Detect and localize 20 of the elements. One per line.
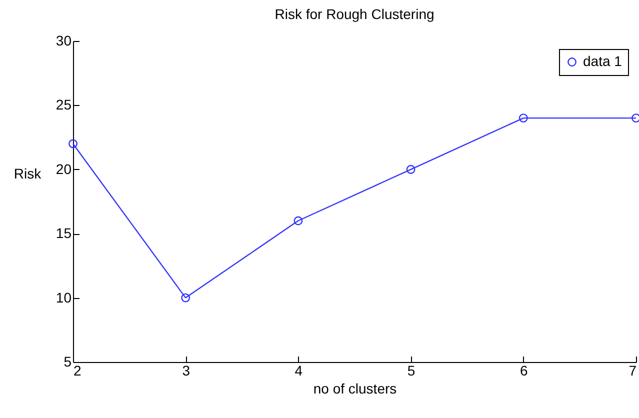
y-tick-label: 25 xyxy=(56,96,72,113)
y-tick-label: 20 xyxy=(56,160,72,177)
y-axis-title: Risk xyxy=(14,166,42,182)
y-tick-label: 30 xyxy=(56,32,72,48)
x-tick-label: 4 xyxy=(294,362,303,378)
x-tick-label: 3 xyxy=(182,362,190,378)
point xyxy=(294,216,303,226)
x-tick-label: 2 xyxy=(74,362,82,378)
x-tick-label: 5 xyxy=(407,362,416,378)
legend-label: data 1 xyxy=(583,53,622,69)
point xyxy=(181,293,190,302)
x-tick-label: 7 xyxy=(628,362,637,378)
x-tick-label: 6 xyxy=(520,362,528,378)
x-axis-title: no of clusters xyxy=(313,380,397,396)
point xyxy=(68,139,78,148)
y-tick-label: 15 xyxy=(56,225,72,242)
point xyxy=(518,114,528,123)
chart-title: Risk for Rough Clustering xyxy=(274,6,434,22)
y-tick-label: 10 xyxy=(56,289,72,306)
point xyxy=(406,164,416,174)
